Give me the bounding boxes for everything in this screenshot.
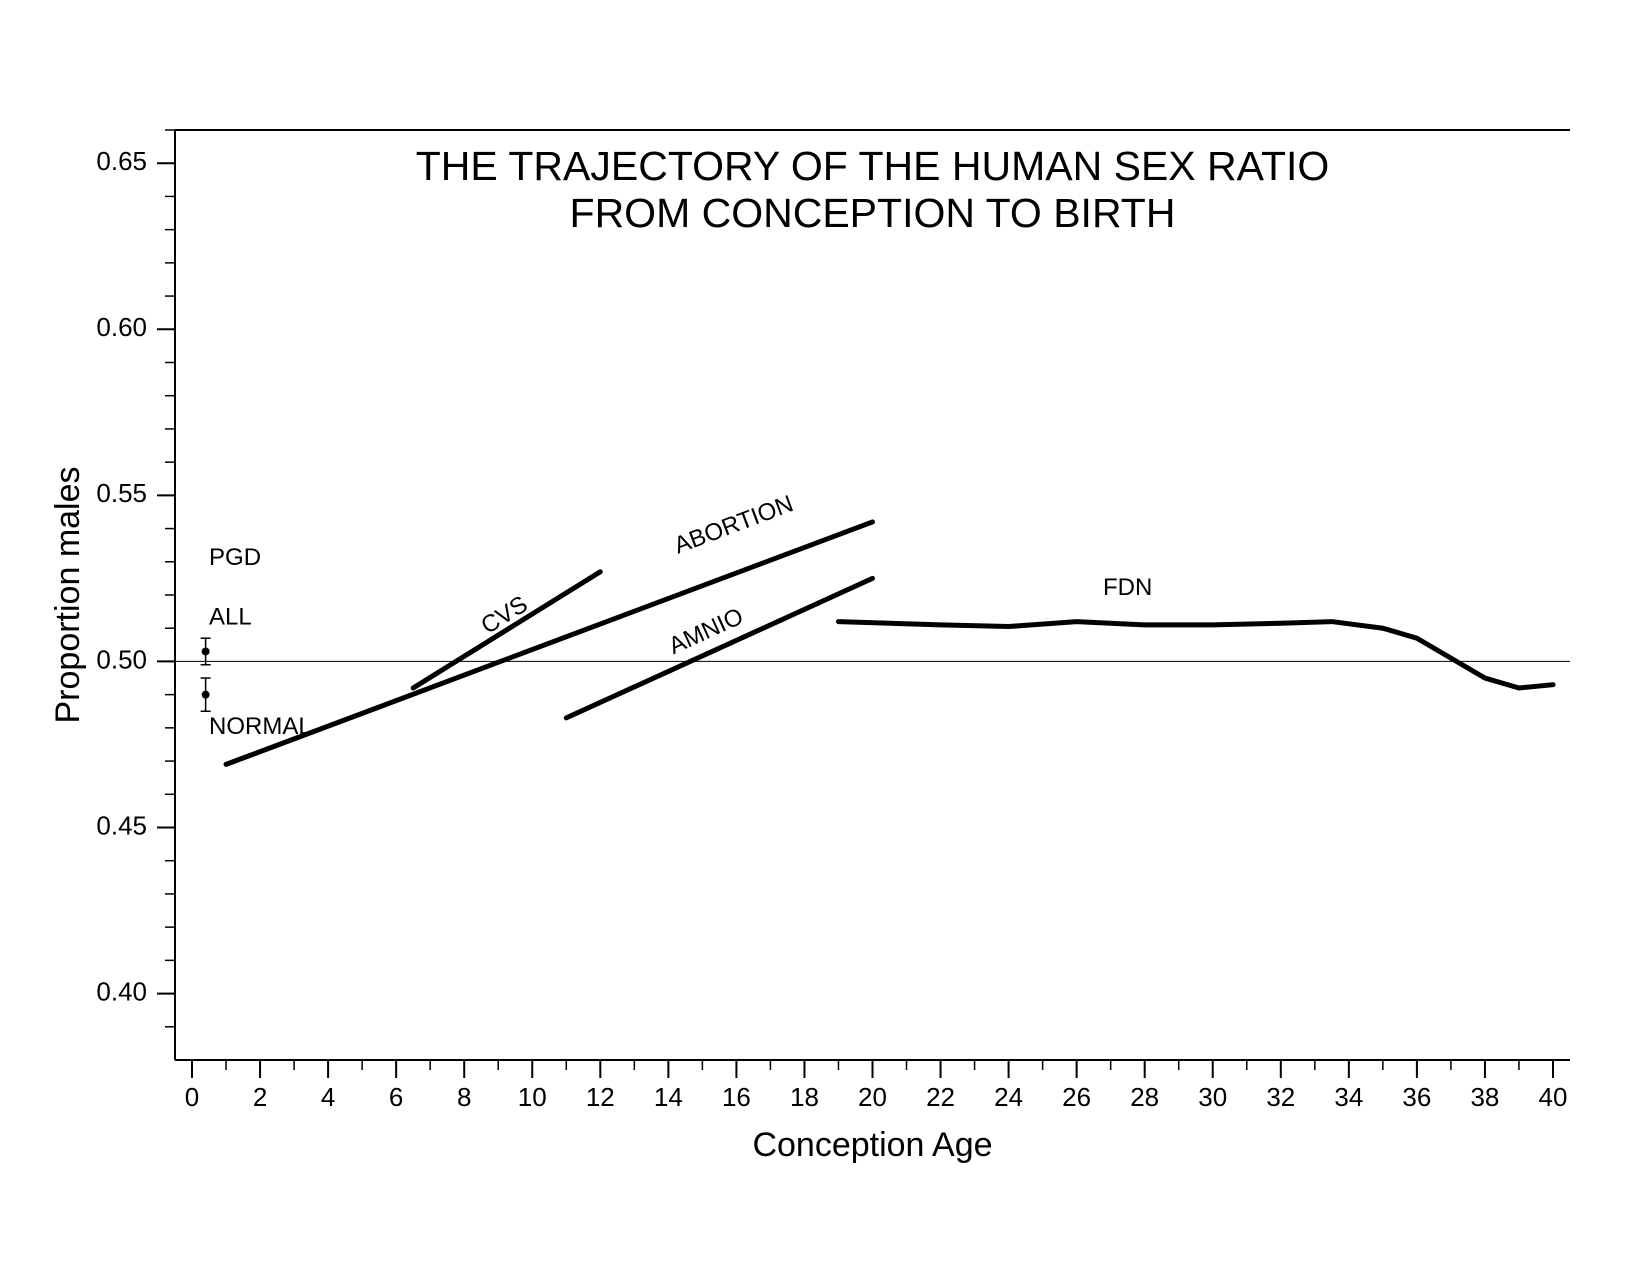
x-tick-label: 18 — [790, 1082, 819, 1112]
x-tick-label: 34 — [1334, 1082, 1363, 1112]
y-axis-label: Proportion males — [49, 466, 87, 723]
x-tick-label: 30 — [1198, 1082, 1227, 1112]
x-tick-label: 12 — [586, 1082, 615, 1112]
x-tick-label: 8 — [457, 1082, 471, 1112]
y-tick-label: 0.65 — [96, 146, 147, 176]
x-tick-label: 24 — [994, 1082, 1023, 1112]
x-tick-label: 4 — [321, 1082, 335, 1112]
x-tick-label: 14 — [654, 1082, 683, 1112]
x-tick-label: 32 — [1266, 1082, 1295, 1112]
x-tick-label: 0 — [185, 1082, 199, 1112]
annotation-all: ALL — [209, 604, 252, 631]
annotation-pgd: PGD — [209, 544, 261, 571]
x-tick-label: 26 — [1062, 1082, 1091, 1112]
x-tick-label: 40 — [1539, 1082, 1568, 1112]
x-tick-label: 38 — [1470, 1082, 1499, 1112]
x-tick-label: 6 — [389, 1082, 403, 1112]
y-tick-label: 0.45 — [96, 810, 147, 840]
x-tick-label: 16 — [722, 1082, 751, 1112]
series-label-fdn: FDN — [1103, 574, 1152, 601]
point-pgd_normal — [202, 691, 210, 699]
x-tick-label: 22 — [926, 1082, 955, 1112]
x-tick-label: 10 — [518, 1082, 547, 1112]
x-tick-label: 28 — [1130, 1082, 1159, 1112]
point-pgd_all — [202, 647, 210, 655]
trajectory-chart: 0.400.450.500.550.600.650246810121416182… — [0, 0, 1650, 1275]
y-tick-label: 0.40 — [96, 976, 147, 1006]
y-tick-label: 0.50 — [96, 644, 147, 674]
x-tick-label: 2 — [253, 1082, 267, 1112]
x-axis-label: Conception Age — [752, 1126, 992, 1164]
chart-title-line2: FROM CONCEPTION TO BIRTH — [570, 190, 1176, 236]
y-tick-label: 0.55 — [96, 478, 147, 508]
y-tick-label: 0.60 — [96, 312, 147, 342]
chart-title-line1: THE TRAJECTORY OF THE HUMAN SEX RATIO — [416, 143, 1330, 189]
annotation-normal: NORMAL — [209, 713, 312, 740]
x-tick-label: 36 — [1402, 1082, 1431, 1112]
x-tick-label: 20 — [858, 1082, 887, 1112]
